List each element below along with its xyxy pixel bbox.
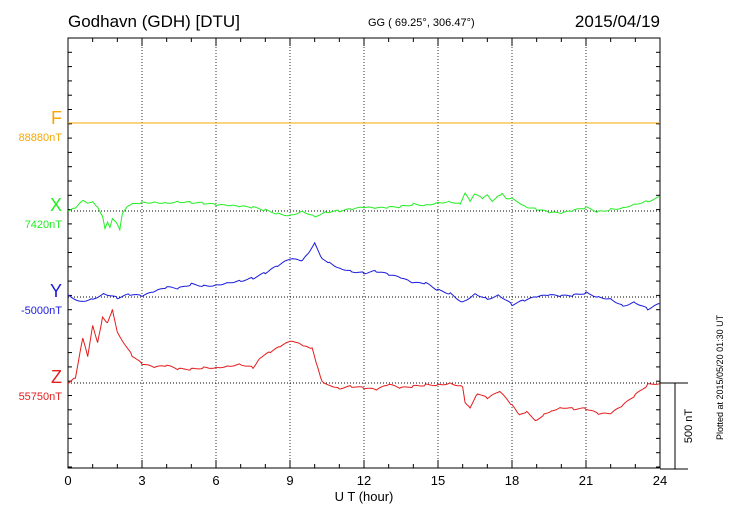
geographic-coordinates: GG ( 69.25°, 306.47°) [368, 17, 475, 29]
series-line-Z [67, 309, 661, 422]
x-tick-label-6: 6 [212, 473, 219, 488]
component-letter-Z: Z [51, 367, 62, 387]
baseline-value-Z: 55750nT [18, 391, 62, 403]
x-tick-label-12: 12 [357, 473, 371, 488]
x-tick-label-21: 21 [579, 473, 593, 488]
x-tick-label-0: 0 [64, 473, 71, 488]
chart-date: 2015/04/19 [574, 12, 660, 31]
x-axis-label: U T (hour) [335, 489, 394, 504]
x-tick-label-3: 3 [138, 473, 145, 488]
plotted-timestamp: Plotted at 2015/05/20 01:30 UT [715, 314, 725, 440]
component-label-Z: Z 55750nT [0, 368, 62, 404]
x-tick-label-24: 24 [653, 473, 667, 488]
series-line-X [67, 191, 661, 232]
baseline-value-X: 7420nT [24, 219, 62, 231]
component-letter-X: X [49, 195, 62, 215]
baseline-value-F: 88880nT [18, 132, 62, 144]
x-tick-label-18: 18 [505, 473, 519, 488]
component-label-X: X 7420nT [0, 196, 62, 232]
component-letter-Y: Y [49, 281, 62, 301]
x-tick-label-9: 9 [286, 473, 293, 488]
station-title: Godhavn (GDH) [DTU] [68, 12, 240, 31]
plot-frame [67, 37, 661, 469]
component-label-F: F 88880nT [0, 109, 62, 145]
component-label-Y: Y -5000nT [0, 282, 62, 318]
x-tick-label-15: 15 [431, 473, 445, 488]
component-letter-F: F [51, 108, 62, 128]
baseline-value-Y: -5000nT [21, 305, 62, 317]
series-line-Y [67, 241, 661, 311]
scale-bar-label: 500 nT [683, 409, 695, 444]
